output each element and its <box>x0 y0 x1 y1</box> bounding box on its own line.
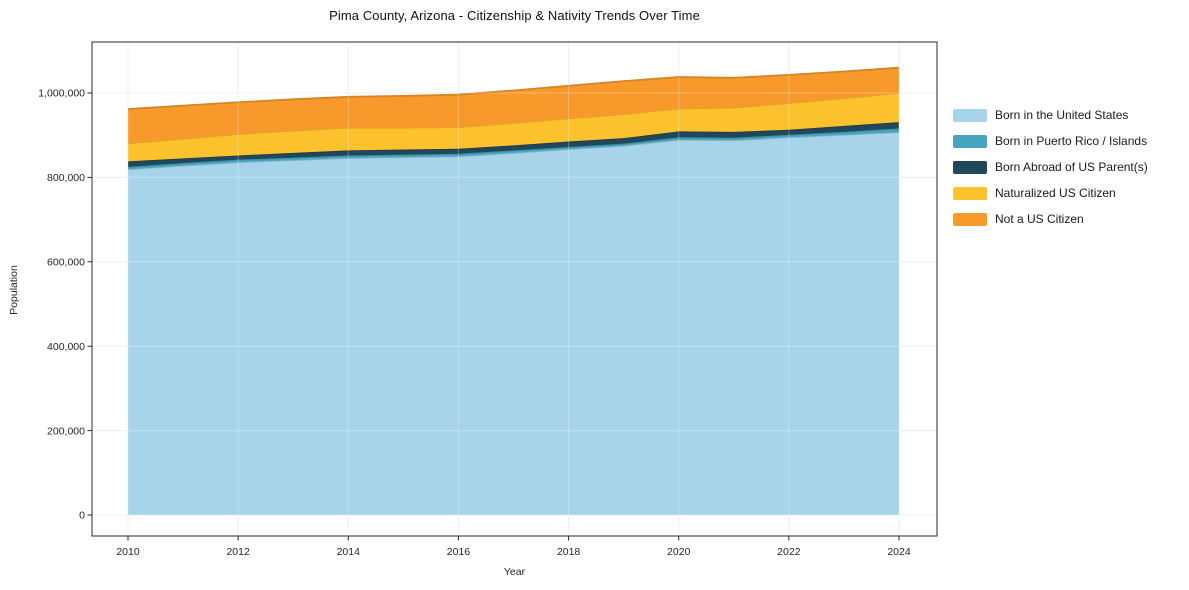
plot-border <box>91 41 938 537</box>
legend-item: Born in Puerto Rico / Islands <box>953 128 1148 154</box>
legend-label: Born in Puerto Rico / Islands <box>995 134 1148 148</box>
y-tick-label: 200,000 <box>47 425 85 437</box>
x-tick-label: 2010 <box>116 546 140 558</box>
legend-item: Born in the United States <box>953 102 1148 128</box>
y-tick-label: 1,000,000 <box>38 88 85 100</box>
y-tick-label: 800,000 <box>47 172 85 184</box>
x-tick-label: 2016 <box>447 546 471 558</box>
x-axis-label: Year <box>503 566 526 578</box>
legend-swatch <box>953 212 987 226</box>
chart-title: Pima County, Arizona - Citizenship & Nat… <box>329 8 700 23</box>
area-born-in-puerto-rico-islands <box>128 128 899 170</box>
area-not-a-us-citizen <box>128 67 899 144</box>
legend-item: Naturalized US Citizen <box>953 180 1148 206</box>
gridlines-over <box>92 42 937 536</box>
legend-label: Naturalized US Citizen <box>995 186 1116 200</box>
x-tick-label: 2012 <box>226 546 250 558</box>
legend-swatch <box>953 134 987 148</box>
x-tick-label: 2020 <box>667 546 691 558</box>
x-tick-label: 2022 <box>777 546 801 558</box>
legend-swatch <box>953 186 987 200</box>
legend-swatch <box>953 108 987 122</box>
area-naturalized-us-citizen <box>128 93 899 162</box>
area-born-in-the-united-states <box>128 132 899 515</box>
y-tick-label: 600,000 <box>47 257 85 269</box>
x-tick-label: 2014 <box>337 546 361 558</box>
legend-label: Born in the United States <box>995 108 1129 122</box>
legend-label: Not a US Citizen <box>995 212 1084 226</box>
area-born-abroad-of-us-parent-s- <box>128 122 899 167</box>
legend-item: Born Abroad of US Parent(s) <box>953 154 1148 180</box>
y-tick-label: 400,000 <box>47 341 85 353</box>
stacked-areas <box>127 66 900 515</box>
axis-ticks: 2010 2012 2014 2016 2018 2020 2022 2024 0 200,000… <box>38 88 911 558</box>
legend-item: Not a US Citizen <box>953 206 1148 232</box>
legend: Born in the United States Born in Puerto … <box>953 102 1148 232</box>
legend-swatch <box>953 160 987 174</box>
legend-label: Born Abroad of US Parent(s) <box>995 160 1148 174</box>
x-tick-label: 2024 <box>887 546 911 558</box>
y-tick-label: 0 <box>79 510 85 522</box>
x-tick-label: 2018 <box>557 546 581 558</box>
